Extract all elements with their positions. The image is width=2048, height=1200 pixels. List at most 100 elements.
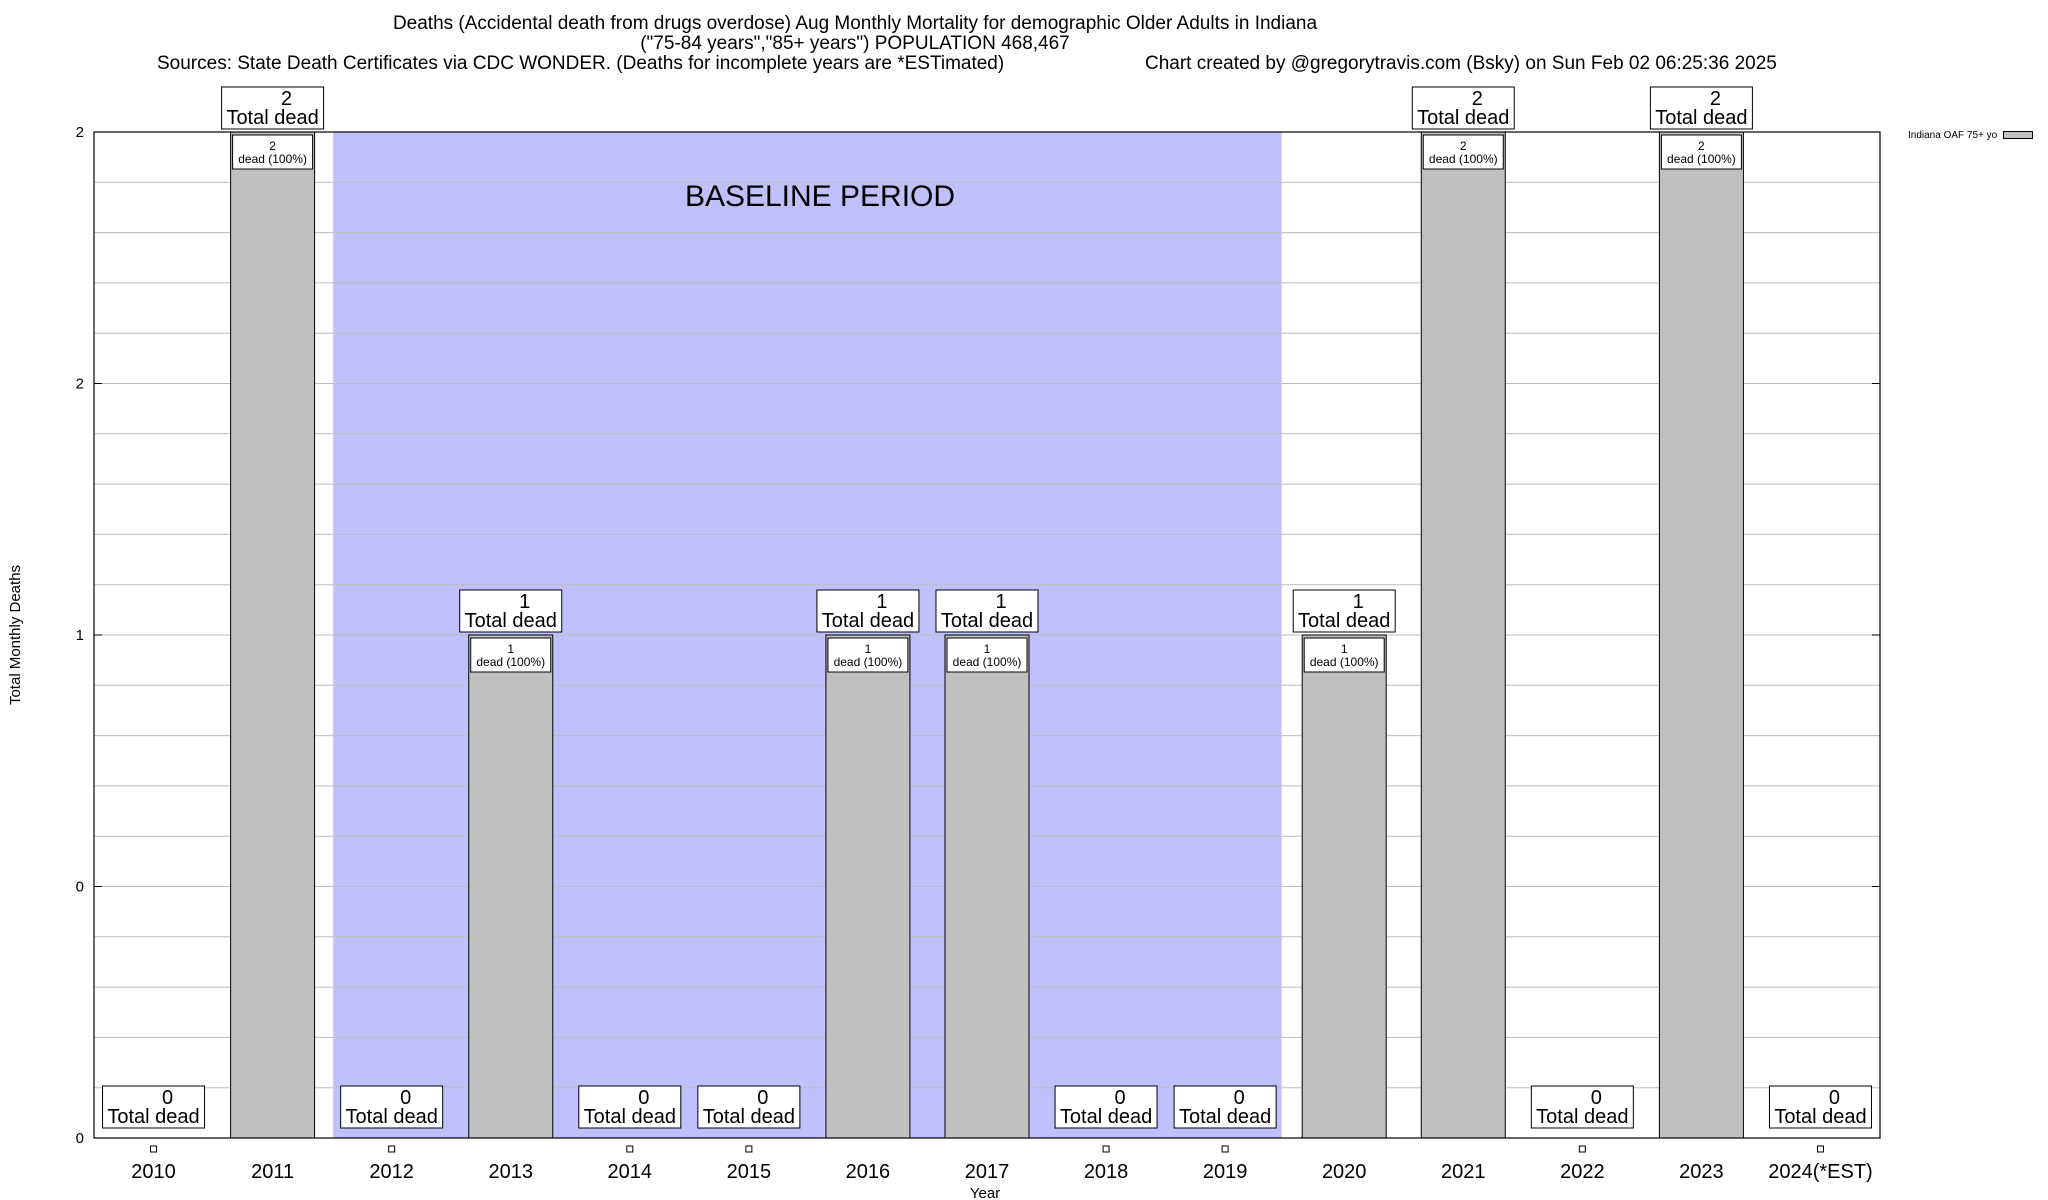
- y-tick-label: 1: [76, 627, 84, 644]
- inner-label-value: 1: [507, 642, 514, 656]
- total-label-value: 0: [638, 1087, 649, 1109]
- bar-2013: [468, 634, 554, 1139]
- x-tick-label: 2015: [727, 1161, 772, 1183]
- inner-label-box: [1422, 134, 1504, 170]
- inner-label-box: [1660, 134, 1742, 170]
- total-label-box: [1292, 589, 1396, 633]
- inner-label-value: 2: [1698, 139, 1705, 153]
- total-label-value: 0: [1115, 1087, 1126, 1109]
- total-label-text: Total dead: [822, 610, 914, 632]
- inner-label-text: dead (100%): [476, 655, 545, 669]
- zero-marker-2010: [150, 1145, 158, 1153]
- total-label-text: Total dead: [1417, 107, 1509, 129]
- total-label-box: [816, 589, 920, 633]
- legend: Indiana OAF 75+ yo: [1908, 130, 2034, 141]
- total-label-box: [221, 86, 325, 130]
- total-label-text: Total dead: [1655, 107, 1747, 129]
- total-label-text: Total dead: [1774, 1106, 1866, 1128]
- x-tick-label: 2019: [1203, 1161, 1248, 1183]
- inner-label-text: dead (100%): [953, 655, 1022, 669]
- bar-2020: [1301, 634, 1387, 1139]
- total-label-box: [697, 1085, 801, 1129]
- total-label-box: [1530, 1085, 1634, 1129]
- total-label-text: Total dead: [941, 610, 1033, 632]
- total-label-box: [578, 1085, 682, 1129]
- total-label-text: Total dead: [346, 1106, 438, 1128]
- legend-label: Indiana OAF 75+ yo: [1908, 130, 1998, 141]
- total-label-box: [1173, 1085, 1277, 1129]
- zero-marker-2015: [745, 1145, 753, 1153]
- inner-label-text: dead (100%): [238, 152, 307, 166]
- x-axis-title: Year: [970, 1185, 1000, 1200]
- total-label-value: 0: [400, 1087, 411, 1109]
- bar-2021: [1420, 131, 1506, 1139]
- total-label-value: 0: [757, 1087, 768, 1109]
- zero-marker-2012: [388, 1145, 396, 1153]
- total-label-text: Total dead: [226, 107, 318, 129]
- inner-label-value: 1: [1341, 642, 1348, 656]
- total-label-box: [1411, 86, 1515, 130]
- zero-marker-2014: [626, 1145, 634, 1153]
- total-label-box: [935, 589, 1039, 633]
- x-tick-label: 2013: [488, 1161, 533, 1183]
- legend-swatch: [2003, 131, 2034, 140]
- bar-2023: [1658, 131, 1744, 1139]
- x-tick-label: 2011: [251, 1161, 294, 1183]
- total-label-value: 0: [1591, 1087, 1602, 1109]
- inner-label-box: [827, 637, 909, 673]
- inner-label-box: [946, 637, 1028, 673]
- total-label-value: 0: [1829, 1087, 1840, 1109]
- total-label-box: [459, 589, 563, 633]
- inner-label-box: [470, 637, 552, 673]
- y-tick-label: 2: [76, 124, 84, 141]
- zero-marker-2018: [1102, 1145, 1110, 1153]
- x-tick-label: 2020: [1322, 1161, 1367, 1183]
- total-label-text: Total dead: [1536, 1106, 1628, 1128]
- x-tick-label: 2012: [369, 1161, 414, 1183]
- bar-2016: [825, 634, 911, 1139]
- inner-label-value: 2: [1460, 139, 1467, 153]
- total-label-text: Total dead: [1298, 610, 1390, 632]
- x-tick-label: 2024(*EST): [1768, 1161, 1873, 1183]
- y-tick-label: 0: [76, 879, 84, 896]
- total-label-value: 1: [876, 591, 887, 613]
- x-tick-label: 2021: [1441, 1161, 1486, 1183]
- total-label-text: Total dead: [465, 610, 557, 632]
- inner-label-text: dead (100%): [1667, 152, 1736, 166]
- total-label-box: [340, 1085, 444, 1129]
- y-axis-title: Total Monthly Deaths: [7, 565, 24, 705]
- total-label-text: Total dead: [1060, 1106, 1152, 1128]
- total-label-value: 2: [1710, 88, 1721, 110]
- chart-title-line-2: ("75-84 years","85+ years") POPULATION 4…: [640, 33, 1070, 54]
- y-tick-label: 2: [76, 376, 84, 393]
- baseline-period-label: BASELINE PERIOD: [685, 180, 955, 213]
- total-label-value: 0: [1234, 1087, 1245, 1109]
- inner-label-box: [232, 134, 314, 170]
- inner-label-value: 1: [865, 642, 872, 656]
- inner-label-text: dead (100%): [1310, 655, 1379, 669]
- total-label-text: Total dead: [107, 1106, 199, 1128]
- bar-2011: [230, 131, 316, 1139]
- chart-sources: Sources: State Death Certificates via CD…: [157, 53, 1005, 74]
- x-tick-label: 2014: [608, 1161, 653, 1183]
- x-tick-label: 2023: [1679, 1161, 1724, 1183]
- zero-marker-2019: [1221, 1145, 1229, 1153]
- total-label-value: 1: [995, 591, 1006, 613]
- inner-label-value: 2: [269, 139, 276, 153]
- zero-marker-2024(*EST): [1816, 1145, 1824, 1153]
- inner-label-text: dead (100%): [834, 655, 903, 669]
- zero-marker-2022: [1578, 1145, 1586, 1153]
- inner-label-value: 1: [984, 642, 991, 656]
- inner-label-box: [1303, 637, 1385, 673]
- total-label-box: [102, 1085, 206, 1129]
- x-tick-label: 2022: [1560, 1161, 1605, 1183]
- y-tick-label: 0: [76, 1130, 84, 1147]
- chart-title-line-1: Deaths (Accidental death from drugs over…: [392, 13, 1318, 34]
- total-label-box: [1054, 1085, 1158, 1129]
- total-label-value: 2: [281, 88, 292, 110]
- chart-credit: Chart created by @gregorytravis.com (Bsk…: [1145, 53, 1777, 74]
- total-label-box: [1649, 86, 1753, 130]
- x-tick-label: 2010: [131, 1161, 176, 1183]
- bar-2017: [944, 634, 1030, 1139]
